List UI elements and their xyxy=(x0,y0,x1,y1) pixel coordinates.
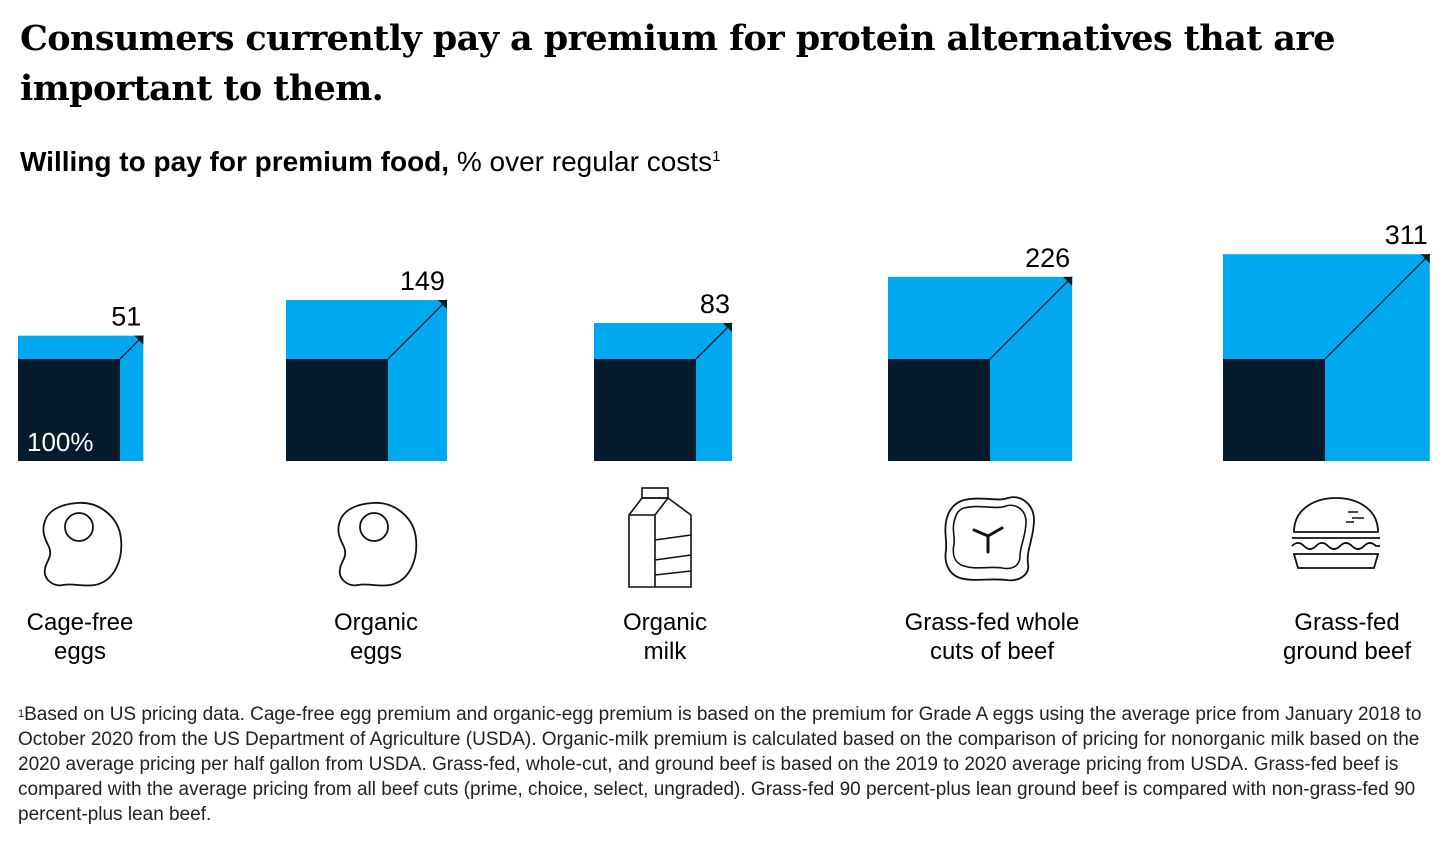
corner-marker xyxy=(722,323,732,333)
category-label-line: milk xyxy=(643,638,687,665)
base-label: 100% xyxy=(27,427,94,457)
footnote-text: Based on US pricing data. Cage-free egg … xyxy=(18,704,1422,825)
category-label-line: Cage-free xyxy=(26,609,134,636)
category-label-line: Grass-fed whole xyxy=(904,609,1080,636)
category-label-line: eggs xyxy=(53,638,107,665)
premium-chart: 51 100% 149 83 226 311 xyxy=(18,220,1431,461)
category-label-line: cuts of beef xyxy=(929,638,1055,665)
chart-title: Consumers currently pay a premium for pr… xyxy=(20,18,1335,109)
value-label: 51 xyxy=(111,302,141,332)
diagonal-line xyxy=(695,322,733,360)
category-label-line: Organic xyxy=(622,609,708,636)
corner-marker xyxy=(1063,276,1073,286)
subtitle-footnote-marker: 1 xyxy=(712,148,721,165)
chart-subtitle: Willing to pay for premium food, % over … xyxy=(20,146,720,178)
fried-egg-icon xyxy=(37,499,127,594)
diagonal-line xyxy=(1324,253,1431,360)
corner-marker xyxy=(134,335,144,345)
base-bar xyxy=(594,359,696,461)
category-label: Organic milk xyxy=(623,608,707,666)
fried-egg-icon xyxy=(332,499,422,594)
base-bar xyxy=(18,359,120,461)
value-label: 83 xyxy=(700,289,730,319)
value-label: 149 xyxy=(400,266,445,296)
category-label: Grass-fed whole cuts of beef xyxy=(905,608,1080,666)
corner-marker xyxy=(1420,254,1430,264)
base-bar xyxy=(286,359,388,461)
base-bar xyxy=(888,359,990,461)
footnote: 1Based on US pricing data. Cage-free egg… xyxy=(18,702,1438,827)
milk-carton-icon xyxy=(625,485,695,595)
footnote-marker: 1 xyxy=(18,708,25,720)
category-label: Organic eggs xyxy=(334,608,418,666)
category-label-line: Organic xyxy=(333,609,419,636)
subtitle-rest: % over regular costs xyxy=(449,146,713,177)
category-label: Grass-fed ground beef xyxy=(1283,608,1411,666)
category-label-line: ground beef xyxy=(1282,638,1412,665)
steak-icon xyxy=(942,494,1038,589)
category-label-line: Grass-fed xyxy=(1294,609,1400,636)
diagonal-line xyxy=(387,299,448,360)
diagonal-line xyxy=(989,276,1073,360)
subtitle-bold: Willing to pay for premium food, xyxy=(20,146,450,177)
category-label-line: eggs xyxy=(349,638,403,665)
value-label: 226 xyxy=(1025,243,1070,273)
corner-marker xyxy=(437,300,447,310)
category-label: Cage-free eggs xyxy=(27,608,134,666)
value-label: 311 xyxy=(1385,220,1428,250)
base-bar xyxy=(1223,359,1325,461)
burger-icon xyxy=(1288,494,1384,579)
